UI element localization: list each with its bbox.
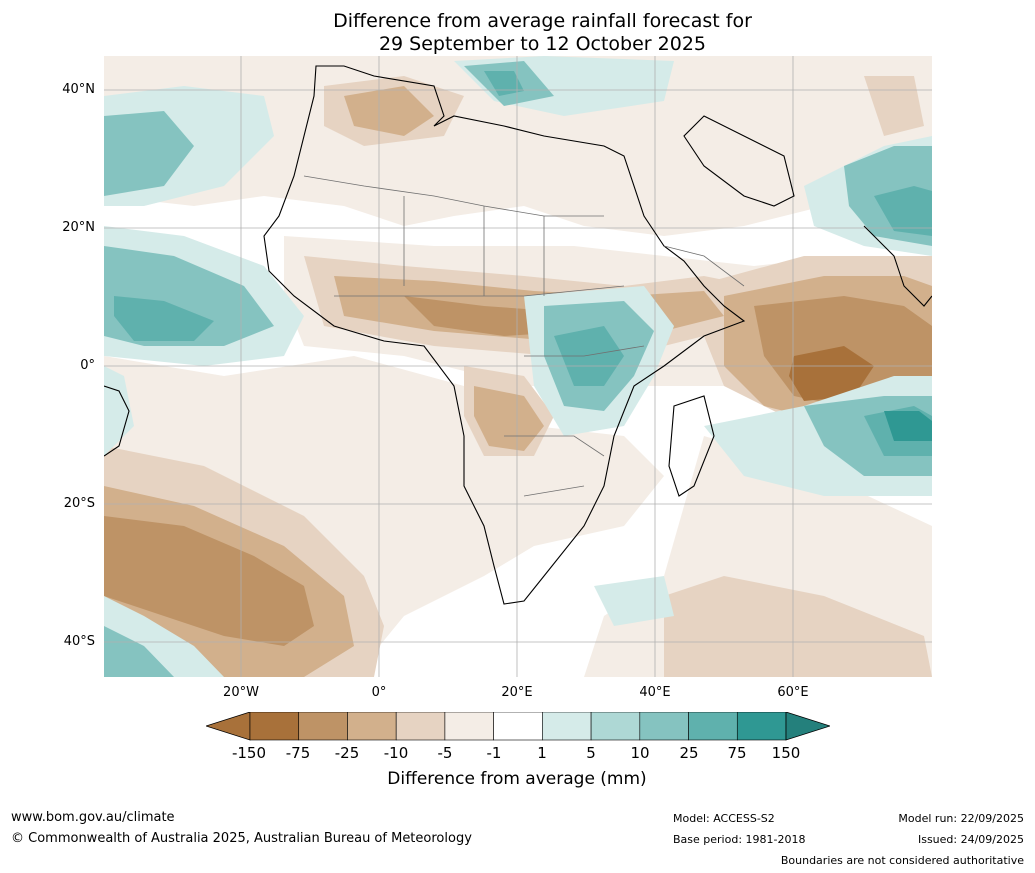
title-line-2: 29 September to 12 October 2025 (378, 33, 707, 55)
colorbar-swatch (493, 712, 543, 741)
madagascar-coastline (668, 395, 715, 497)
colorbar-swatch (298, 712, 348, 741)
cb-tick-label: -75 (285, 744, 311, 762)
cb-tick-label: -10 (383, 744, 409, 762)
south-america-coastline (104, 385, 130, 457)
title-line-1: Difference from average rainfall forecas… (333, 10, 752, 32)
colorbar-swatch (444, 712, 494, 741)
country-boundaries (303, 175, 745, 497)
copyright-text: © Commonwealth of Australia 2025, Austra… (11, 831, 472, 846)
anomaly-dark-teal (114, 71, 932, 456)
colorbar-swatch (688, 712, 738, 741)
india-coastline (863, 225, 932, 307)
colorbar-swatch (639, 712, 689, 741)
coastlines (104, 65, 932, 605)
colorbar (206, 712, 830, 741)
anomaly-deepest-teal (884, 411, 932, 441)
colorbar-swatch (542, 712, 592, 741)
lat-label-40n: 40°N (62, 82, 95, 97)
lon-label-20e: 20°E (501, 685, 533, 700)
lon-label-40e: 40°E (639, 685, 671, 700)
anomaly-deepest-brown (789, 346, 874, 401)
arabia-coastline (683, 115, 795, 207)
map-title: Difference from average rainfall forecas… (0, 10, 1035, 56)
disclaimer-text: Boundaries are not considered authoritat… (780, 854, 1024, 867)
cb-tick-label: 10 (630, 744, 650, 762)
lon-label-20w: 20°W (223, 685, 259, 700)
colorbar-swatch (249, 712, 300, 741)
cb-tick-label: 25 (679, 744, 699, 762)
colorbar-swatch (736, 712, 787, 741)
lat-label-40s: 40°S (63, 634, 95, 649)
lat-label-0: 0° (80, 358, 95, 373)
cb-tick-label: 150 (771, 744, 801, 762)
colorbar-high-arrow (785, 712, 830, 741)
cb-tick-label: 5 (586, 744, 596, 762)
lat-label-20n: 20°N (62, 220, 95, 235)
cb-tick-label: 75 (727, 744, 747, 762)
cb-tick-label: -5 (437, 744, 453, 762)
base-period-text: Base period: 1981-2018 (673, 833, 806, 846)
rainfall-anomaly-map (104, 56, 932, 677)
cb-tick-label: -150 (231, 744, 267, 762)
website-link[interactable]: www.bom.gov.au/climate (11, 810, 175, 825)
lon-label-60e: 60°E (777, 685, 809, 700)
issued-text: Issued: 24/09/2025 (917, 833, 1024, 846)
colorbar-swatch (395, 712, 446, 741)
cb-tick-label: -1 (486, 744, 502, 762)
lat-label-20s: 20°S (63, 496, 95, 511)
model-run-text: Model run: 22/09/2025 (898, 812, 1024, 825)
colorbar-low-arrow (206, 712, 251, 741)
cb-tick-label: -25 (334, 744, 360, 762)
lon-label-0: 0° (371, 685, 387, 700)
graticule (104, 56, 932, 677)
cb-tick-label: 1 (537, 744, 547, 762)
colorbar-swatch (347, 712, 397, 741)
map-canvas (104, 56, 932, 677)
model-text: Model: ACCESS-S2 (673, 812, 775, 825)
colorbar-swatch (590, 712, 641, 741)
africa-coastline (263, 65, 746, 605)
colorbar-title: Difference from average (mm) (387, 769, 647, 789)
